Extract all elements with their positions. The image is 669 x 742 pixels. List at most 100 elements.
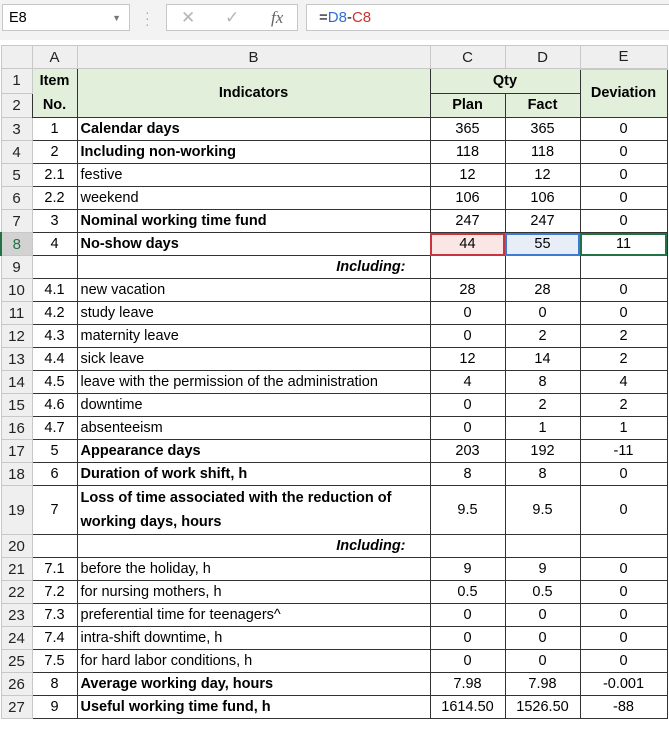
cell-indicator[interactable]: weekend [76,186,431,210]
row-header[interactable]: 24 [0,626,33,650]
cell-fact[interactable] [504,534,581,558]
row-header[interactable]: 12 [0,324,33,348]
cell-indicator[interactable]: absenteeism [76,416,431,440]
cell-deviation[interactable]: 2 [579,393,668,417]
column-header-c[interactable]: C [429,45,506,69]
cell-item-no[interactable]: 9 [31,695,78,719]
cell-item-no[interactable]: 4.5 [31,370,78,394]
cell-deviation[interactable] [579,534,668,558]
cell-indicator[interactable]: Including: [76,534,431,558]
column-header-d[interactable]: D [504,45,581,69]
row-header[interactable]: 18 [0,462,33,486]
row-header[interactable]: 10 [0,278,33,302]
cell-fact[interactable]: 2 [504,393,581,417]
cell-indicator[interactable]: new vacation [76,278,431,302]
cell-item-no[interactable]: 2.1 [31,163,78,187]
header-item-no[interactable]: Item No. [31,68,78,118]
cell-plan[interactable]: 106 [429,186,506,210]
cell-fact[interactable]: 365 [504,117,581,141]
cell-indicator[interactable]: study leave [76,301,431,325]
cell-indicator[interactable]: maternity leave [76,324,431,348]
cell-deviation[interactable]: 0 [579,580,668,604]
cell-fact[interactable]: 28 [504,278,581,302]
cell-plan[interactable]: 44 [429,232,506,256]
cell-deviation[interactable]: 1 [579,416,668,440]
cell-item-no[interactable]: 4.6 [31,393,78,417]
column-header-a[interactable]: A [31,45,78,69]
cell-indicator[interactable]: for nursing mothers, h [76,580,431,604]
cell-indicator[interactable]: sick leave [76,347,431,371]
cell-item-no[interactable]: 7.2 [31,580,78,604]
header-plan[interactable]: Plan [429,92,506,118]
row-header[interactable]: 13 [0,347,33,371]
cell-fact[interactable]: 106 [504,186,581,210]
row-header[interactable]: 15 [0,393,33,417]
cell-item-no[interactable]: 7.3 [31,603,78,627]
cell-indicator[interactable]: Useful working time fund, h [76,695,431,719]
cell-deviation[interactable]: 2 [579,324,668,348]
cell-deviation[interactable]: 0 [579,485,668,535]
row-header[interactable]: 2 [0,92,33,118]
cell-deviation[interactable] [579,255,668,279]
cell-item-no[interactable]: 4.3 [31,324,78,348]
cell-fact[interactable]: 9 [504,557,581,581]
cell-deviation[interactable]: 0 [579,462,668,486]
formula-input[interactable]: =D8-C8 [306,4,669,31]
insert-function-icon[interactable]: fx [271,8,284,27]
cell-indicator[interactable]: before the holiday, h [76,557,431,581]
column-header-e[interactable]: E [579,45,668,70]
cell-item-no[interactable]: 7.4 [31,626,78,650]
cell-fact[interactable]: 118 [504,140,581,164]
cell-fact[interactable]: 1526.50 [504,695,581,719]
row-header[interactable]: 20 [0,534,33,558]
cell-plan[interactable]: 0 [429,301,506,325]
cell-fact[interactable]: 0 [504,649,581,673]
cell-plan[interactable]: 9 [429,557,506,581]
cell-item-no[interactable]: 4 [31,232,78,256]
cell-item-no[interactable]: 6 [31,462,78,486]
cell-deviation[interactable]: 0 [579,301,668,325]
name-box[interactable]: E8 ▼ [2,4,130,31]
cell-deviation[interactable]: 4 [579,370,668,394]
row-header[interactable]: 16 [0,416,33,440]
cell-deviation[interactable]: 0 [579,278,668,302]
header-fact[interactable]: Fact [504,92,581,118]
cell-indicator[interactable]: preferential time for teenagers^ [76,603,431,627]
cell-plan[interactable]: 12 [429,347,506,371]
cell-deviation[interactable]: 0 [579,557,668,581]
cell-plan[interactable]: 365 [429,117,506,141]
row-header[interactable]: 17 [0,439,33,463]
header-indicators[interactable]: Indicators [76,68,431,118]
enter-icon[interactable]: ✓ [225,8,240,27]
cell-indicator[interactable]: Loss of time associated with the reducti… [76,485,431,535]
row-header[interactable]: 11 [0,301,33,325]
cell-plan[interactable]: 247 [429,209,506,233]
cell-plan[interactable]: 0 [429,393,506,417]
cell-fact[interactable]: 192 [504,439,581,463]
header-deviation[interactable]: Deviation [579,68,668,118]
cell-fact[interactable]: 7.98 [504,672,581,696]
cell-indicator[interactable]: for hard labor conditions, h [76,649,431,673]
cell-plan[interactable]: 0 [429,626,506,650]
cell-item-no[interactable]: 5 [31,439,78,463]
cell-plan[interactable]: 7.98 [429,672,506,696]
cell-fact[interactable]: 0 [504,603,581,627]
cell-deviation[interactable]: 0 [579,209,668,233]
row-header[interactable]: 25 [0,649,33,673]
row-header[interactable]: 3 [0,117,33,141]
cell-deviation[interactable]: 2 [579,347,668,371]
cell-plan[interactable] [429,534,506,558]
cell-indicator[interactable]: Including non-working [76,140,431,164]
cell-item-no[interactable]: 7.5 [31,649,78,673]
cell-indicator[interactable]: festive [76,163,431,187]
cell-indicator[interactable]: intra-shift downtime, h [76,626,431,650]
cell-deviation[interactable]: -88 [579,695,668,719]
row-header[interactable]: 7 [0,209,33,233]
cell-indicator[interactable]: Average working day, hours [76,672,431,696]
cell-deviation[interactable]: 0 [579,186,668,210]
cell-indicator[interactable]: No-show days [76,232,431,256]
cell-deviation[interactable]: -0.001 [579,672,668,696]
cell-indicator[interactable]: leave with the permission of the adminis… [76,370,431,394]
cell-plan[interactable]: 0 [429,603,506,627]
cell-plan[interactable]: 0 [429,324,506,348]
